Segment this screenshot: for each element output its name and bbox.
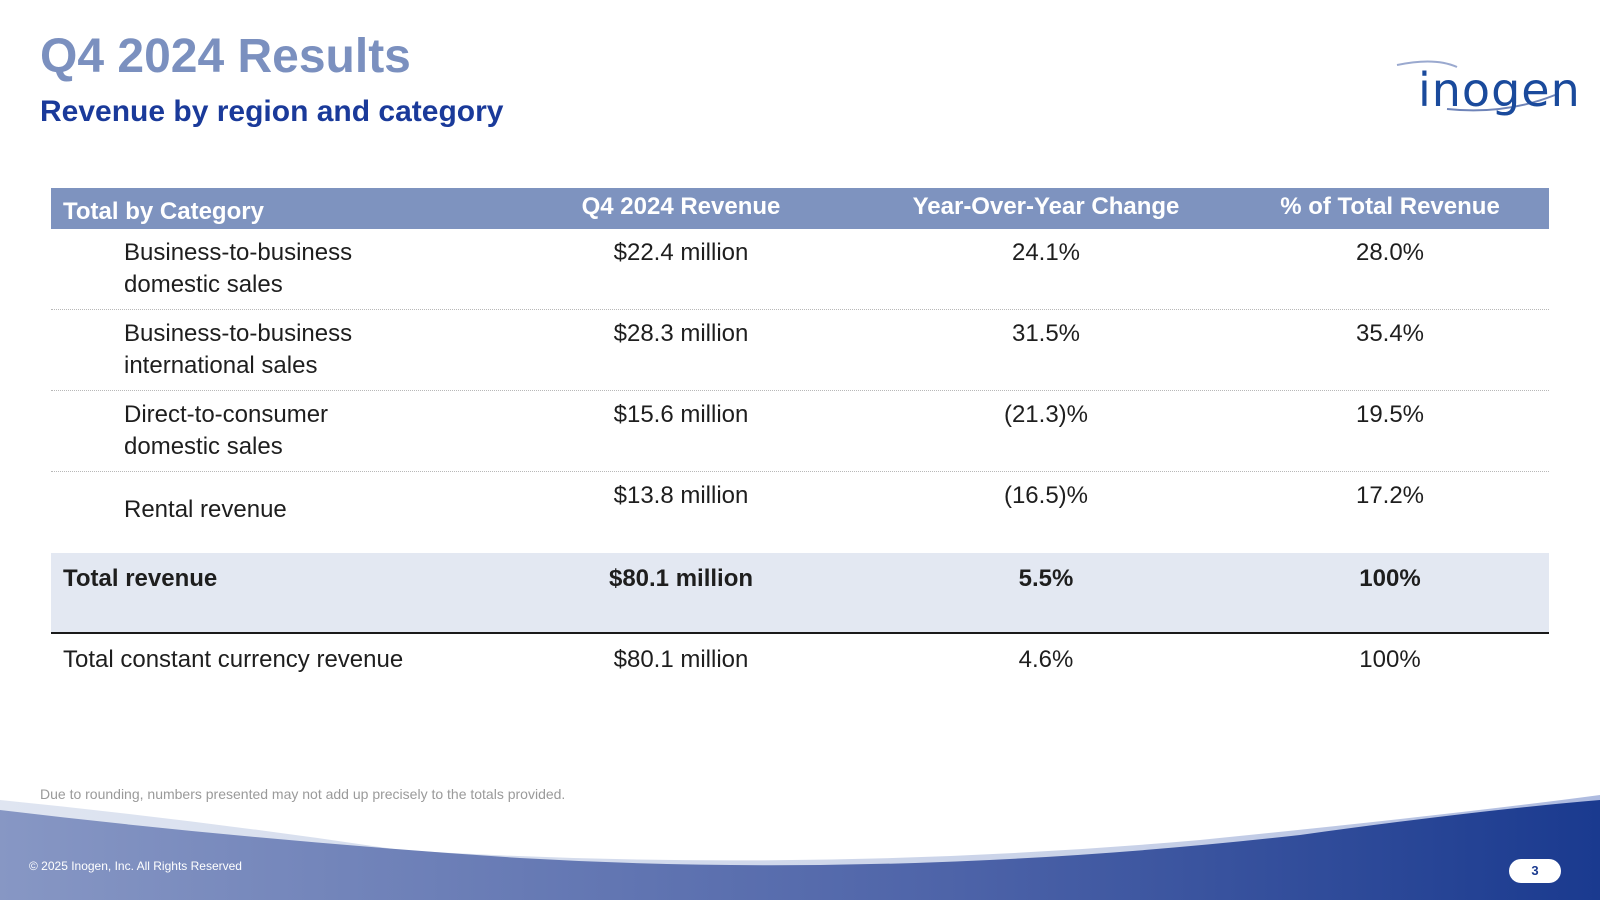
pct-cell: 19.5% — [1355, 401, 1425, 428]
table-header-row: Total by Category Q4 2024 Revenue Year-O… — [51, 188, 1549, 229]
cc-category: Total constant currency revenue — [63, 646, 404, 673]
category-cell: Direct-to-consumer domestic sales — [51, 399, 501, 463]
revenue-cell: $22.4 million — [613, 239, 749, 266]
category-cell: Business-to-business international sales — [51, 318, 501, 382]
cc-revenue: $80.1 million — [613, 646, 749, 673]
category-line2: international sales — [124, 352, 318, 379]
yoy-cell: (21.3)% — [1003, 401, 1089, 428]
footer-wave — [0, 795, 1600, 900]
revenue-cell: $28.3 million — [613, 320, 749, 347]
pct-cell: 35.4% — [1355, 320, 1425, 347]
page-number-badge: 3 — [1509, 859, 1561, 883]
header-revenue: Q4 2024 Revenue — [581, 192, 781, 220]
table-row: Rental revenue $13.8 million (16.5)% 17.… — [51, 472, 1549, 553]
category-cell: Rental revenue — [51, 480, 501, 526]
header-pct-total: % of Total Revenue — [1280, 192, 1500, 220]
yoy-cell: 31.5% — [1011, 320, 1081, 347]
revenue-cell: $15.6 million — [613, 401, 749, 428]
cc-pct: 100% — [1359, 646, 1421, 673]
copyright-text: © 2025 Inogen, Inc. All Rights Reserved — [29, 859, 242, 873]
category-cell: Business-to-business domestic sales — [51, 237, 501, 301]
total-yoy: 5.5% — [1018, 565, 1074, 592]
revenue-table: Total by Category Q4 2024 Revenue Year-O… — [51, 188, 1549, 694]
rounding-footnote: Due to rounding, numbers presented may n… — [40, 786, 566, 802]
total-revenue-row: Total revenue $80.1 million 5.5% 100% — [51, 553, 1549, 634]
logo-swoosh-icon — [1396, 60, 1556, 112]
slide-title: Q4 2024 Results — [40, 30, 411, 83]
inogen-logo: inogen — [1395, 55, 1580, 125]
total-category: Total revenue — [63, 565, 218, 592]
logo-wordmark: inogen — [1418, 63, 1581, 117]
total-revenue: $80.1 million — [608, 565, 754, 592]
constant-currency-row: Total constant currency revenue $80.1 mi… — [51, 634, 1549, 694]
category-line1: Business-to-business — [124, 239, 353, 266]
table-row: Direct-to-consumer domestic sales $15.6 … — [51, 391, 1549, 472]
category-line2: domestic sales — [124, 433, 283, 460]
category-line1: Direct-to-consumer — [124, 401, 329, 428]
table-row: Business-to-business domestic sales $22.… — [51, 229, 1549, 310]
table-row: Business-to-business international sales… — [51, 310, 1549, 391]
category-line2: domestic sales — [124, 271, 283, 298]
cc-yoy: 4.6% — [1018, 646, 1074, 673]
category-line1: Rental revenue — [124, 496, 287, 523]
revenue-cell: $13.8 million — [613, 482, 749, 509]
total-pct: 100% — [1359, 565, 1421, 592]
header-yoy-change: Year-Over-Year Change — [912, 192, 1180, 220]
category-line1: Business-to-business — [124, 320, 353, 347]
yoy-cell: 24.1% — [1011, 239, 1081, 266]
yoy-cell: (16.5)% — [1003, 482, 1089, 509]
pct-cell: 28.0% — [1355, 239, 1425, 266]
pct-cell: 17.2% — [1355, 482, 1425, 509]
slide-subtitle: Revenue by region and category — [40, 95, 504, 128]
header-category: Total by Category — [63, 197, 264, 225]
